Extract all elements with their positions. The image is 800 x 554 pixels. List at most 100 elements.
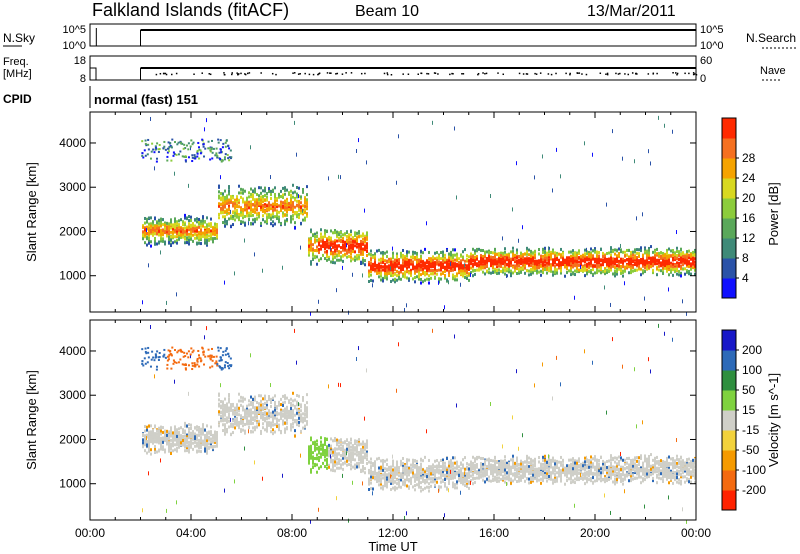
power-echo-pixel bbox=[310, 242, 312, 246]
power-echo-pixel bbox=[408, 277, 410, 281]
power-echo-pixel bbox=[164, 230, 166, 234]
nave-tick-bottom: 0 bbox=[700, 73, 706, 85]
power-echo-pixel bbox=[590, 268, 592, 272]
nave-dot bbox=[477, 72, 480, 75]
power-echo-pixel bbox=[272, 205, 274, 209]
power-echo-pixel bbox=[474, 262, 476, 266]
power-echo-pixel bbox=[322, 237, 324, 241]
power-echo-pixel bbox=[520, 257, 522, 261]
velocity-echo-pixel bbox=[156, 440, 158, 444]
power-echo-pixel bbox=[190, 233, 192, 237]
power-echo-pixel bbox=[534, 268, 536, 272]
power-echo-pixel bbox=[494, 267, 496, 271]
power-echo-pixel bbox=[550, 264, 552, 268]
velocity-echo-pixel bbox=[190, 427, 192, 431]
power-echo-pixel bbox=[512, 207, 513, 212]
power-echo-pixel bbox=[316, 255, 318, 259]
power-echo-pixel bbox=[182, 232, 184, 236]
power-echo-pixel bbox=[604, 267, 606, 271]
power-echo-pixel bbox=[430, 276, 432, 280]
power-echo-pixel bbox=[254, 188, 256, 192]
power-echo-pixel bbox=[546, 252, 548, 256]
power-echo-pixel bbox=[406, 266, 408, 270]
power-echo-pixel bbox=[234, 204, 236, 208]
power-echo-pixel bbox=[218, 190, 220, 194]
nave-dot bbox=[692, 73, 695, 76]
nave-dot bbox=[672, 72, 674, 74]
power-echo-pixel bbox=[444, 253, 446, 257]
power-echo-pixel bbox=[244, 205, 246, 209]
velocity-echo-pixel bbox=[234, 406, 236, 410]
power-echo-pixel bbox=[672, 249, 674, 253]
power-echo-pixel bbox=[310, 247, 312, 251]
power-echo-pixel bbox=[198, 236, 200, 240]
power-echo-pixel bbox=[320, 247, 322, 251]
power-echo-pixel bbox=[356, 242, 358, 246]
power-echo-pixel bbox=[466, 254, 468, 258]
velocity-echo-pixel bbox=[144, 434, 146, 438]
power-echo-pixel bbox=[168, 146, 171, 149]
power-echo-pixel bbox=[166, 155, 169, 158]
power-echo-pixel bbox=[514, 260, 516, 264]
power-echo-pixel bbox=[360, 245, 362, 249]
power-echo-pixel bbox=[300, 208, 302, 212]
power-echo-pixel bbox=[216, 235, 218, 239]
power-echo-pixel bbox=[336, 233, 338, 237]
power-echo-pixel bbox=[454, 248, 456, 252]
colorbar-segment bbox=[722, 198, 736, 219]
nave-dot bbox=[547, 73, 550, 75]
power-echo-pixel bbox=[604, 259, 606, 263]
nave-dot bbox=[695, 73, 698, 76]
power-echo-pixel bbox=[284, 201, 286, 205]
power-echo-pixel bbox=[184, 233, 186, 237]
power-echo-pixel bbox=[310, 262, 312, 266]
velocity-echo-pixel bbox=[232, 412, 234, 416]
power-echo-pixel bbox=[474, 268, 476, 272]
power-echo-pixel bbox=[246, 198, 248, 202]
power-echo-pixel bbox=[610, 256, 612, 260]
nave-dot bbox=[360, 72, 363, 75]
power-echo-pixel bbox=[576, 257, 578, 261]
power-echo-pixel bbox=[356, 254, 358, 258]
power-echo-pixel bbox=[622, 274, 624, 278]
power-echo-pixel bbox=[280, 207, 282, 211]
power-echo-pixel bbox=[362, 232, 364, 236]
power-echo-pixel bbox=[392, 251, 394, 255]
nave-dot bbox=[163, 72, 165, 75]
power-echo-pixel bbox=[330, 242, 332, 246]
power-echo-pixel bbox=[692, 256, 694, 260]
power-echo-pixel bbox=[692, 250, 694, 254]
power-echo-pixel bbox=[244, 189, 246, 193]
power-echo-pixel bbox=[324, 257, 326, 261]
power-echo-pixel bbox=[204, 235, 206, 239]
velocity-echo-pixel bbox=[176, 430, 178, 434]
power-echo-pixel bbox=[376, 267, 378, 271]
power-echo-pixel bbox=[156, 224, 158, 228]
power-echo-pixel bbox=[207, 140, 210, 143]
freq-line bbox=[89, 67, 97, 81]
power-echo-pixel bbox=[364, 246, 366, 250]
power-echo-pixel bbox=[420, 265, 422, 269]
power-echo-pixel bbox=[148, 227, 150, 231]
power-echo-pixel bbox=[226, 208, 228, 212]
power-echo-pixel bbox=[196, 236, 198, 240]
velocity-echo-pixel bbox=[204, 441, 206, 445]
power-echo-pixel bbox=[424, 271, 426, 275]
colorbar-segment bbox=[722, 178, 736, 199]
power-echo-pixel bbox=[188, 232, 190, 236]
power-echo-pixel bbox=[225, 139, 228, 142]
power-echo-pixel bbox=[322, 235, 324, 239]
velocity-echo-pixel bbox=[190, 432, 192, 436]
power-echo-pixel bbox=[440, 277, 442, 281]
power-echo-pixel bbox=[160, 239, 162, 243]
power-echo-pixel bbox=[666, 248, 668, 252]
power-echo-pixel bbox=[614, 257, 616, 261]
velocity-echo-pixel bbox=[226, 427, 228, 431]
power-echo-pixel bbox=[598, 261, 600, 265]
velocity-echo-pixel bbox=[146, 436, 147, 441]
power-echo-pixel bbox=[280, 200, 282, 204]
power-echo-pixel bbox=[684, 272, 686, 276]
power-echo-pixel bbox=[244, 223, 246, 227]
power-echo-pixel bbox=[544, 250, 546, 254]
power-echo-pixel bbox=[674, 255, 676, 259]
